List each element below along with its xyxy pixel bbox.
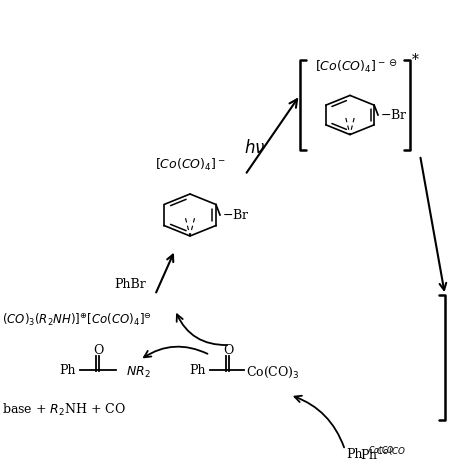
Text: $(CO)_3(R_2NH)]^{\oplus}[Co(CO)_4]^{\ominus}$: $(CO)_3(R_2NH)]^{\oplus}[Co(CO)_4]^{\omi… [2, 312, 152, 328]
Text: O: O [223, 344, 233, 356]
Text: $\ominus$: $\ominus$ [388, 56, 398, 67]
FancyArrowPatch shape [144, 346, 208, 357]
Text: $[Co(CO)_4]^-$: $[Co(CO)_4]^-$ [155, 157, 225, 173]
FancyArrowPatch shape [177, 314, 227, 345]
Text: O: O [93, 344, 103, 356]
Text: Co(CO)$_3$: Co(CO)$_3$ [246, 365, 300, 380]
Text: Ph: Ph [347, 448, 363, 462]
Text: base + $R_2$NH + CO: base + $R_2$NH + CO [2, 402, 126, 418]
Text: Ph: Ph [190, 364, 206, 376]
Text: *: * [412, 53, 419, 67]
FancyArrowPatch shape [294, 396, 344, 447]
Text: $[Co(CO)_4]^-$: $[Co(CO)_4]^-$ [315, 59, 385, 75]
Text: Ph: Ph [60, 364, 76, 376]
Text: $-$Br: $-$Br [380, 108, 408, 122]
Text: $-$Br: $-$Br [222, 208, 250, 222]
Text: $h\nu$: $h\nu$ [244, 139, 266, 157]
Text: PhBr: PhBr [114, 279, 146, 292]
Text: $^{Co(CO}$: $^{Co(CO}$ [368, 447, 394, 457]
Text: $NR_2$: $NR_2$ [126, 365, 151, 380]
Text: Ph$^{Co(CO}$: Ph$^{Co(CO}$ [360, 447, 406, 463]
